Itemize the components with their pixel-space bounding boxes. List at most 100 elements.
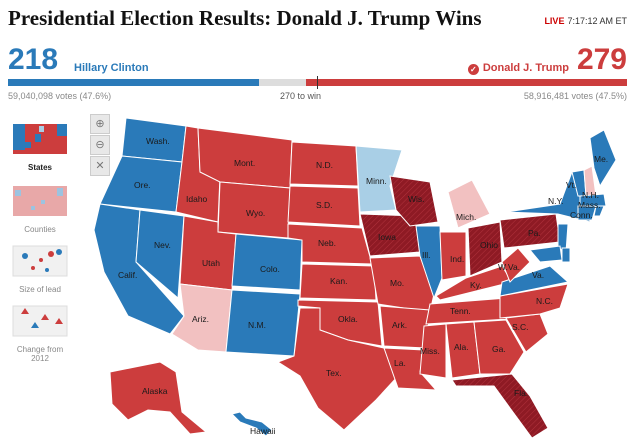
label-ohio: Ohio bbox=[480, 240, 498, 250]
label-ill: Ill. bbox=[422, 250, 431, 260]
state-md[interactable] bbox=[529, 245, 563, 263]
dem-candidate-name: Hillary Clinton bbox=[74, 62, 149, 74]
label-wis: Wis. bbox=[408, 194, 425, 204]
states-thumbnail bbox=[13, 124, 67, 154]
label-miss: Miss. bbox=[420, 346, 440, 356]
close-icon: ✕ bbox=[95, 160, 105, 172]
label-nc: N.C. bbox=[536, 296, 553, 306]
state-sd[interactable] bbox=[287, 185, 361, 227]
state-tex[interactable] bbox=[276, 307, 399, 431]
label-nev: Nev. bbox=[154, 240, 171, 250]
label-la: La. bbox=[394, 358, 406, 368]
label-ny: N.Y. bbox=[548, 196, 563, 206]
rep-electoral-count: 279 bbox=[576, 43, 627, 76]
state-ind[interactable] bbox=[439, 231, 467, 281]
label-mont: Mont. bbox=[234, 158, 255, 168]
magnifier-minus-icon: ⊖ bbox=[95, 139, 105, 151]
label-hawaii: Hawaii bbox=[250, 426, 276, 436]
page-title: Presidential Election Results: Donald J.… bbox=[8, 6, 482, 30]
electoral-bar bbox=[8, 76, 627, 89]
size-of-lead-thumbnail bbox=[12, 245, 68, 277]
label-minn: Minn. bbox=[366, 176, 387, 186]
dem-electoral-count: 218 bbox=[8, 43, 59, 76]
checkmark-icon: ✓ bbox=[467, 64, 479, 75]
view-size-of-lead-label: Size of lead bbox=[19, 285, 61, 294]
label-utah: Utah bbox=[202, 258, 220, 268]
label-tenn: Tenn. bbox=[450, 306, 471, 316]
label-pa: Pa. bbox=[528, 228, 541, 238]
state-wis[interactable] bbox=[389, 175, 439, 227]
state-me[interactable] bbox=[589, 129, 617, 188]
update-time: 7:17:12 AM ET bbox=[567, 16, 627, 26]
label-okla: Okla. bbox=[338, 314, 358, 324]
label-alaska: Alaska bbox=[142, 386, 168, 396]
rep-candidate-label: Donald J. Trump bbox=[482, 62, 569, 74]
label-idaho: Idaho bbox=[186, 194, 208, 204]
label-colo: Colo. bbox=[260, 264, 280, 274]
state-ill[interactable] bbox=[415, 225, 443, 300]
zoom-in-button[interactable]: ⊕ bbox=[90, 114, 110, 134]
label-mo: Mo. bbox=[390, 278, 404, 288]
reset-zoom-button[interactable]: ✕ bbox=[90, 156, 110, 176]
magnifier-plus-icon: ⊕ bbox=[95, 118, 105, 130]
label-nm: N.M. bbox=[248, 320, 266, 330]
state-mich[interactable] bbox=[447, 179, 491, 229]
state-mass[interactable] bbox=[579, 193, 607, 207]
state-conn[interactable] bbox=[577, 205, 597, 221]
state-ri[interactable] bbox=[593, 205, 605, 217]
state-va[interactable] bbox=[499, 265, 570, 297]
state-la[interactable] bbox=[383, 347, 438, 391]
label-sd: S.D. bbox=[316, 200, 333, 210]
state-hawaii[interactable] bbox=[231, 411, 273, 437]
state-neb[interactable] bbox=[287, 223, 373, 265]
threshold-label: 270 to win bbox=[280, 91, 322, 101]
state-alaska[interactable] bbox=[109, 361, 208, 435]
view-counties[interactable]: Counties bbox=[8, 180, 72, 234]
state-nev[interactable] bbox=[135, 209, 185, 300]
label-ore: Ore. bbox=[134, 180, 151, 190]
label-va: Va. bbox=[532, 270, 544, 280]
label-tex: Tex. bbox=[326, 368, 342, 378]
label-neb: Neb. bbox=[318, 238, 336, 248]
rep-popular-votes: 58,916,481 votes (47.5%) bbox=[523, 91, 627, 101]
change-thumbnail bbox=[12, 305, 68, 337]
label-nh: N.H. bbox=[582, 190, 599, 200]
state-minn[interactable] bbox=[355, 145, 403, 213]
state-colo[interactable] bbox=[231, 233, 303, 291]
us-election-map: Wash. Ore. Calif. Nev. Idaho Mont. Wyo. … bbox=[93, 117, 617, 439]
label-fla: Fla. bbox=[514, 388, 528, 398]
label-vt: Vt. bbox=[566, 180, 576, 190]
view-counties-label: Counties bbox=[24, 225, 56, 234]
rep-candidate-name: ✓ Donald J. Trump bbox=[467, 62, 569, 75]
state-del[interactable] bbox=[561, 247, 571, 263]
label-mass: Mass. bbox=[578, 200, 601, 210]
threshold-marker bbox=[317, 76, 318, 89]
rep-bar-fill bbox=[306, 79, 627, 86]
view-change-from-2012[interactable]: Change from 2012 bbox=[8, 300, 72, 363]
state-miss[interactable] bbox=[419, 323, 447, 379]
label-mich: Mich. bbox=[456, 212, 476, 222]
state-ga[interactable] bbox=[473, 319, 525, 375]
label-ala: Ala. bbox=[454, 342, 469, 352]
zoom-out-button[interactable]: ⊖ bbox=[90, 135, 110, 155]
label-ga: Ga. bbox=[492, 344, 506, 354]
label-sc: S.C. bbox=[512, 322, 529, 332]
label-iowa: Iowa bbox=[378, 232, 396, 242]
dem-bar-fill bbox=[8, 79, 259, 86]
label-conn: Conn. bbox=[570, 210, 593, 220]
label-wyo: Wyo. bbox=[246, 208, 265, 218]
view-change-label: Change from 2012 bbox=[16, 345, 64, 363]
label-kan: Kan. bbox=[330, 276, 348, 286]
state-kan[interactable] bbox=[299, 263, 377, 301]
label-wva: W.Va. bbox=[498, 262, 520, 272]
view-size-of-lead[interactable]: Size of lead bbox=[8, 240, 72, 294]
state-mo[interactable] bbox=[369, 255, 435, 313]
state-wva[interactable] bbox=[501, 247, 531, 283]
counties-thumbnail bbox=[13, 186, 67, 216]
label-ariz: Ariz. bbox=[192, 314, 209, 324]
label-nd: N.D. bbox=[316, 160, 333, 170]
state-nc[interactable] bbox=[499, 283, 569, 319]
live-timestamp: LIVE 7:17:12 AM ET bbox=[544, 16, 627, 26]
view-states[interactable]: States bbox=[8, 118, 72, 172]
state-fla[interactable] bbox=[451, 373, 549, 439]
